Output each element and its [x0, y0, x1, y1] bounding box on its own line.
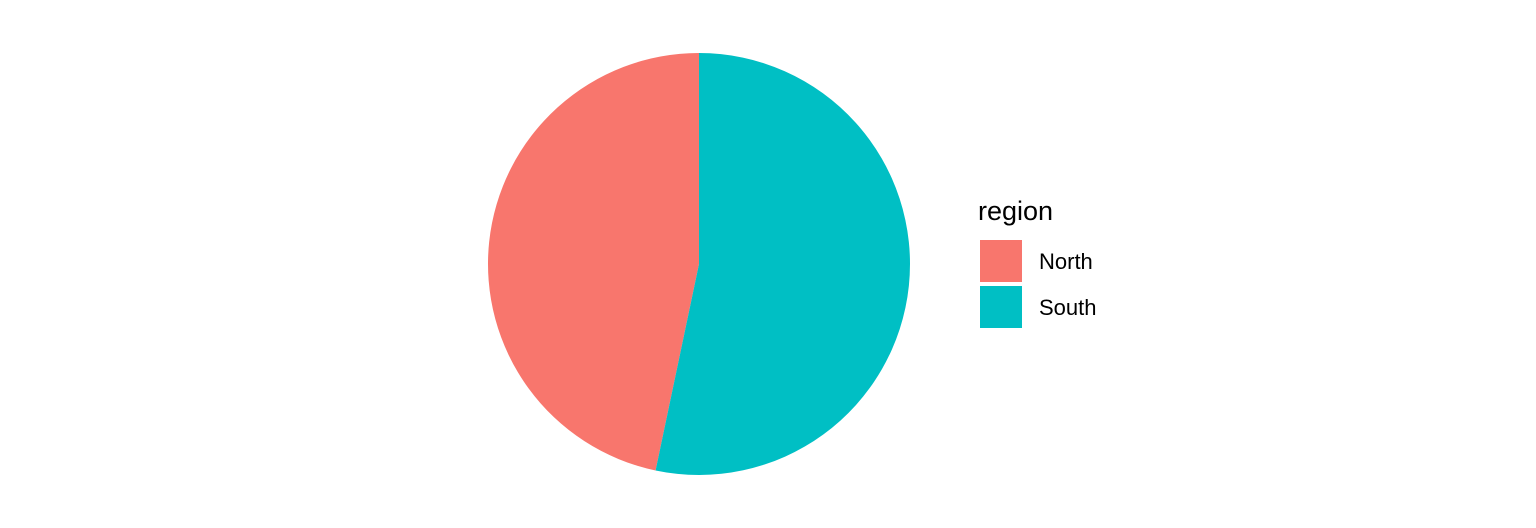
- pie-slice-south: [655, 53, 910, 475]
- legend-label-north: North: [1039, 249, 1093, 274]
- legend-key-south: [980, 286, 1022, 328]
- legend-item-north: North: [980, 240, 1093, 282]
- pie-slice-north: [487, 53, 699, 471]
- pie-slices: [487, 53, 910, 475]
- legend-title: region: [978, 196, 1053, 226]
- legend-key-north: [980, 240, 1022, 282]
- legend-label-south: South: [1039, 295, 1097, 320]
- legend: region North South: [978, 196, 1097, 328]
- legend-item-south: South: [980, 286, 1097, 328]
